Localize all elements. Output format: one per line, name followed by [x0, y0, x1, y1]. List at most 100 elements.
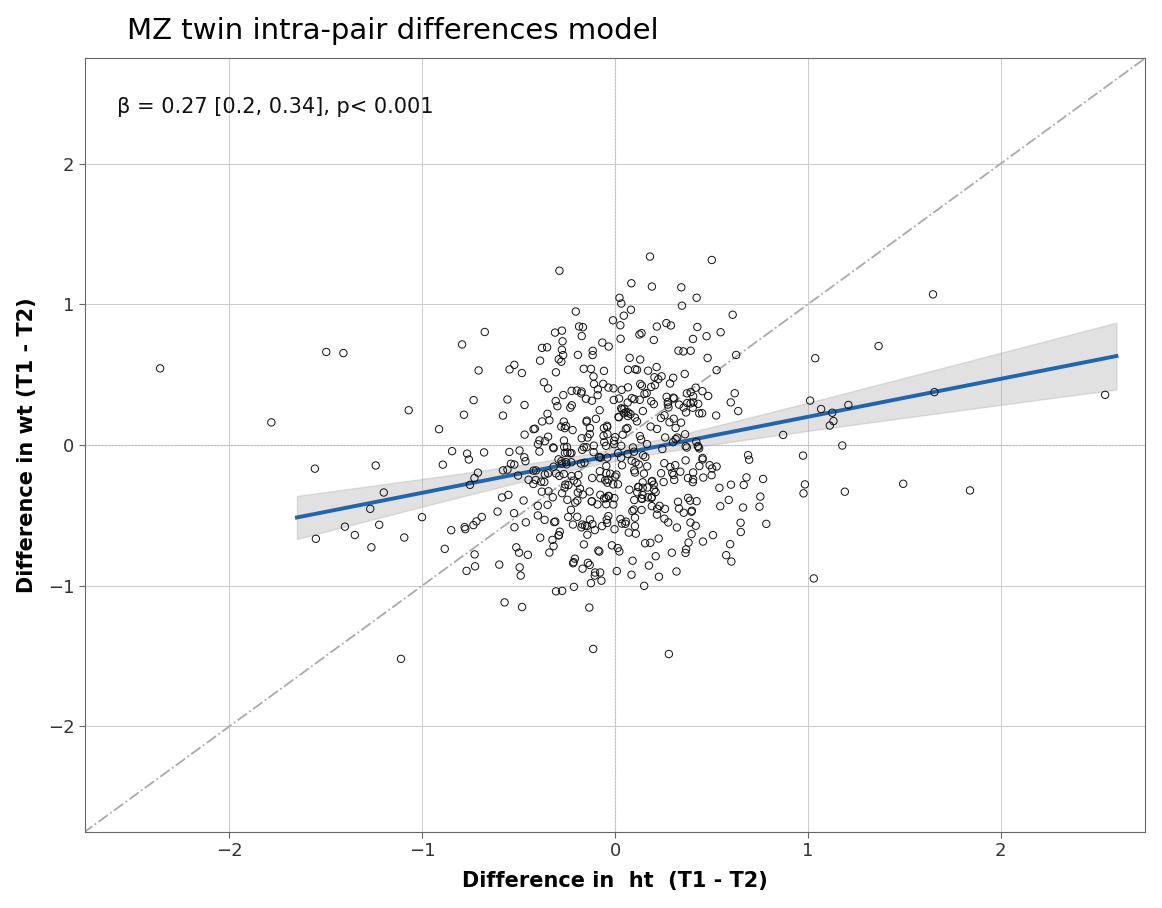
Point [557, 419, 575, 433]
Point [583, 642, 602, 656]
Point [717, 548, 736, 562]
Point [605, 469, 624, 484]
Point [453, 337, 472, 351]
Point [464, 518, 482, 532]
Point [609, 410, 627, 424]
Point [839, 398, 858, 412]
Point [561, 446, 580, 460]
Point [572, 520, 590, 535]
Point [557, 455, 575, 469]
Point [630, 327, 648, 341]
Point [544, 538, 562, 553]
Point [629, 479, 647, 494]
Point [579, 556, 597, 570]
Point [531, 530, 550, 545]
Point [565, 579, 583, 594]
Point [546, 514, 565, 528]
Point [561, 400, 580, 415]
Point [676, 542, 695, 557]
Point [664, 370, 682, 385]
Point [708, 459, 726, 474]
Point [595, 420, 614, 435]
Point [507, 540, 525, 555]
Point [647, 320, 666, 334]
Y-axis label: Difference in wt (T1 - T2): Difference in wt (T1 - T2) [16, 297, 37, 593]
Point [458, 447, 476, 461]
Point [493, 490, 511, 505]
Point [468, 466, 487, 480]
Point [604, 381, 623, 396]
Point [659, 398, 677, 412]
Point [588, 388, 607, 402]
Point [586, 568, 604, 583]
Point [664, 435, 682, 449]
Point [590, 403, 609, 418]
Point [544, 490, 562, 505]
Point [688, 320, 706, 334]
Point [532, 484, 551, 498]
Point [655, 456, 674, 470]
Point [516, 454, 535, 469]
Point [669, 343, 688, 358]
Point [604, 393, 623, 408]
Point [683, 331, 702, 346]
Point [694, 534, 712, 548]
Point [605, 491, 624, 506]
Point [466, 559, 485, 574]
Point [684, 395, 703, 410]
Point [609, 541, 627, 556]
Point [517, 515, 536, 529]
Point [554, 414, 573, 429]
Point [674, 344, 693, 359]
Point [623, 553, 641, 568]
Point [456, 520, 474, 535]
Point [536, 513, 554, 528]
Point [626, 455, 645, 469]
Point [611, 318, 630, 332]
Point [594, 377, 612, 391]
Point [583, 348, 602, 362]
Point [806, 351, 825, 366]
Point [518, 548, 537, 562]
Point [539, 381, 558, 396]
Point [546, 325, 565, 340]
Point [632, 503, 651, 518]
Point [558, 445, 576, 459]
Point [647, 360, 666, 374]
Point [530, 444, 548, 459]
Point [711, 499, 730, 514]
Point [558, 439, 576, 454]
Point [500, 362, 518, 377]
Point [605, 429, 624, 444]
Point [553, 323, 572, 338]
Point [625, 493, 644, 508]
Point [619, 526, 638, 540]
Point [617, 421, 636, 436]
Point [682, 503, 701, 518]
Point [317, 345, 336, 360]
Point [665, 391, 683, 406]
Point [554, 467, 573, 481]
Point [646, 485, 665, 499]
Point [719, 493, 738, 508]
Point [638, 437, 657, 451]
Point [621, 482, 639, 497]
Point [674, 400, 693, 415]
Point [590, 449, 609, 464]
Point [655, 430, 674, 445]
Point [554, 388, 573, 402]
Point [661, 318, 680, 332]
Point [574, 488, 593, 502]
Point [595, 363, 614, 378]
Point [722, 554, 740, 568]
Point [694, 450, 712, 465]
Point [739, 448, 758, 462]
Point [609, 477, 627, 491]
Point [550, 528, 568, 542]
Point [552, 457, 571, 471]
Point [598, 516, 617, 530]
Point [562, 398, 581, 412]
Point [400, 403, 418, 418]
Point [636, 387, 654, 401]
Point [820, 419, 839, 433]
